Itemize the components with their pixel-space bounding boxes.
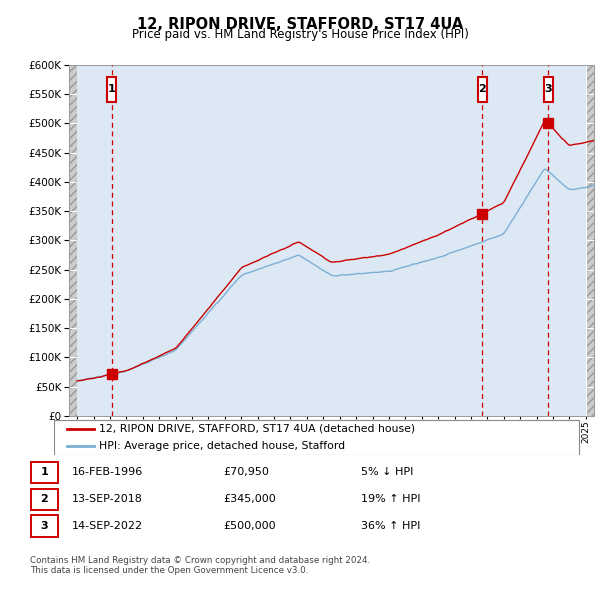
Text: 3: 3	[544, 84, 552, 94]
Text: 14-SEP-2022: 14-SEP-2022	[71, 521, 143, 531]
FancyBboxPatch shape	[54, 419, 580, 455]
FancyBboxPatch shape	[31, 516, 58, 536]
Text: 13-SEP-2018: 13-SEP-2018	[71, 494, 142, 504]
Bar	[77, 65, 586, 416]
Text: 1: 1	[108, 84, 116, 94]
Text: This data is licensed under the Open Government Licence v3.0.: This data is licensed under the Open Gov…	[30, 566, 308, 575]
FancyBboxPatch shape	[31, 489, 58, 510]
Text: £500,000: £500,000	[223, 521, 276, 531]
Text: £345,000: £345,000	[223, 494, 276, 504]
Text: 2: 2	[479, 84, 487, 94]
Text: 16-FEB-1996: 16-FEB-1996	[71, 467, 143, 477]
Text: £70,950: £70,950	[223, 467, 269, 477]
FancyBboxPatch shape	[107, 77, 116, 101]
Text: 36% ↑ HPI: 36% ↑ HPI	[361, 521, 421, 531]
Text: HPI: Average price, detached house, Stafford: HPI: Average price, detached house, Staf…	[99, 441, 345, 451]
Text: Contains HM Land Registry data © Crown copyright and database right 2024.: Contains HM Land Registry data © Crown c…	[30, 556, 370, 565]
FancyBboxPatch shape	[31, 462, 58, 483]
Bar	[69, 65, 77, 416]
Text: Price paid vs. HM Land Registry's House Price Index (HPI): Price paid vs. HM Land Registry's House …	[131, 28, 469, 41]
Text: 19% ↑ HPI: 19% ↑ HPI	[361, 494, 421, 504]
FancyBboxPatch shape	[478, 77, 487, 101]
Text: 12, RIPON DRIVE, STAFFORD, ST17 4UA (detached house): 12, RIPON DRIVE, STAFFORD, ST17 4UA (det…	[99, 424, 415, 434]
Bar	[586, 65, 594, 416]
Text: 1: 1	[40, 467, 48, 477]
FancyBboxPatch shape	[544, 77, 553, 101]
Text: 12, RIPON DRIVE, STAFFORD, ST17 4UA: 12, RIPON DRIVE, STAFFORD, ST17 4UA	[137, 17, 463, 31]
Text: 5% ↓ HPI: 5% ↓ HPI	[361, 467, 413, 477]
Text: 2: 2	[40, 494, 48, 504]
Text: 3: 3	[41, 521, 48, 531]
